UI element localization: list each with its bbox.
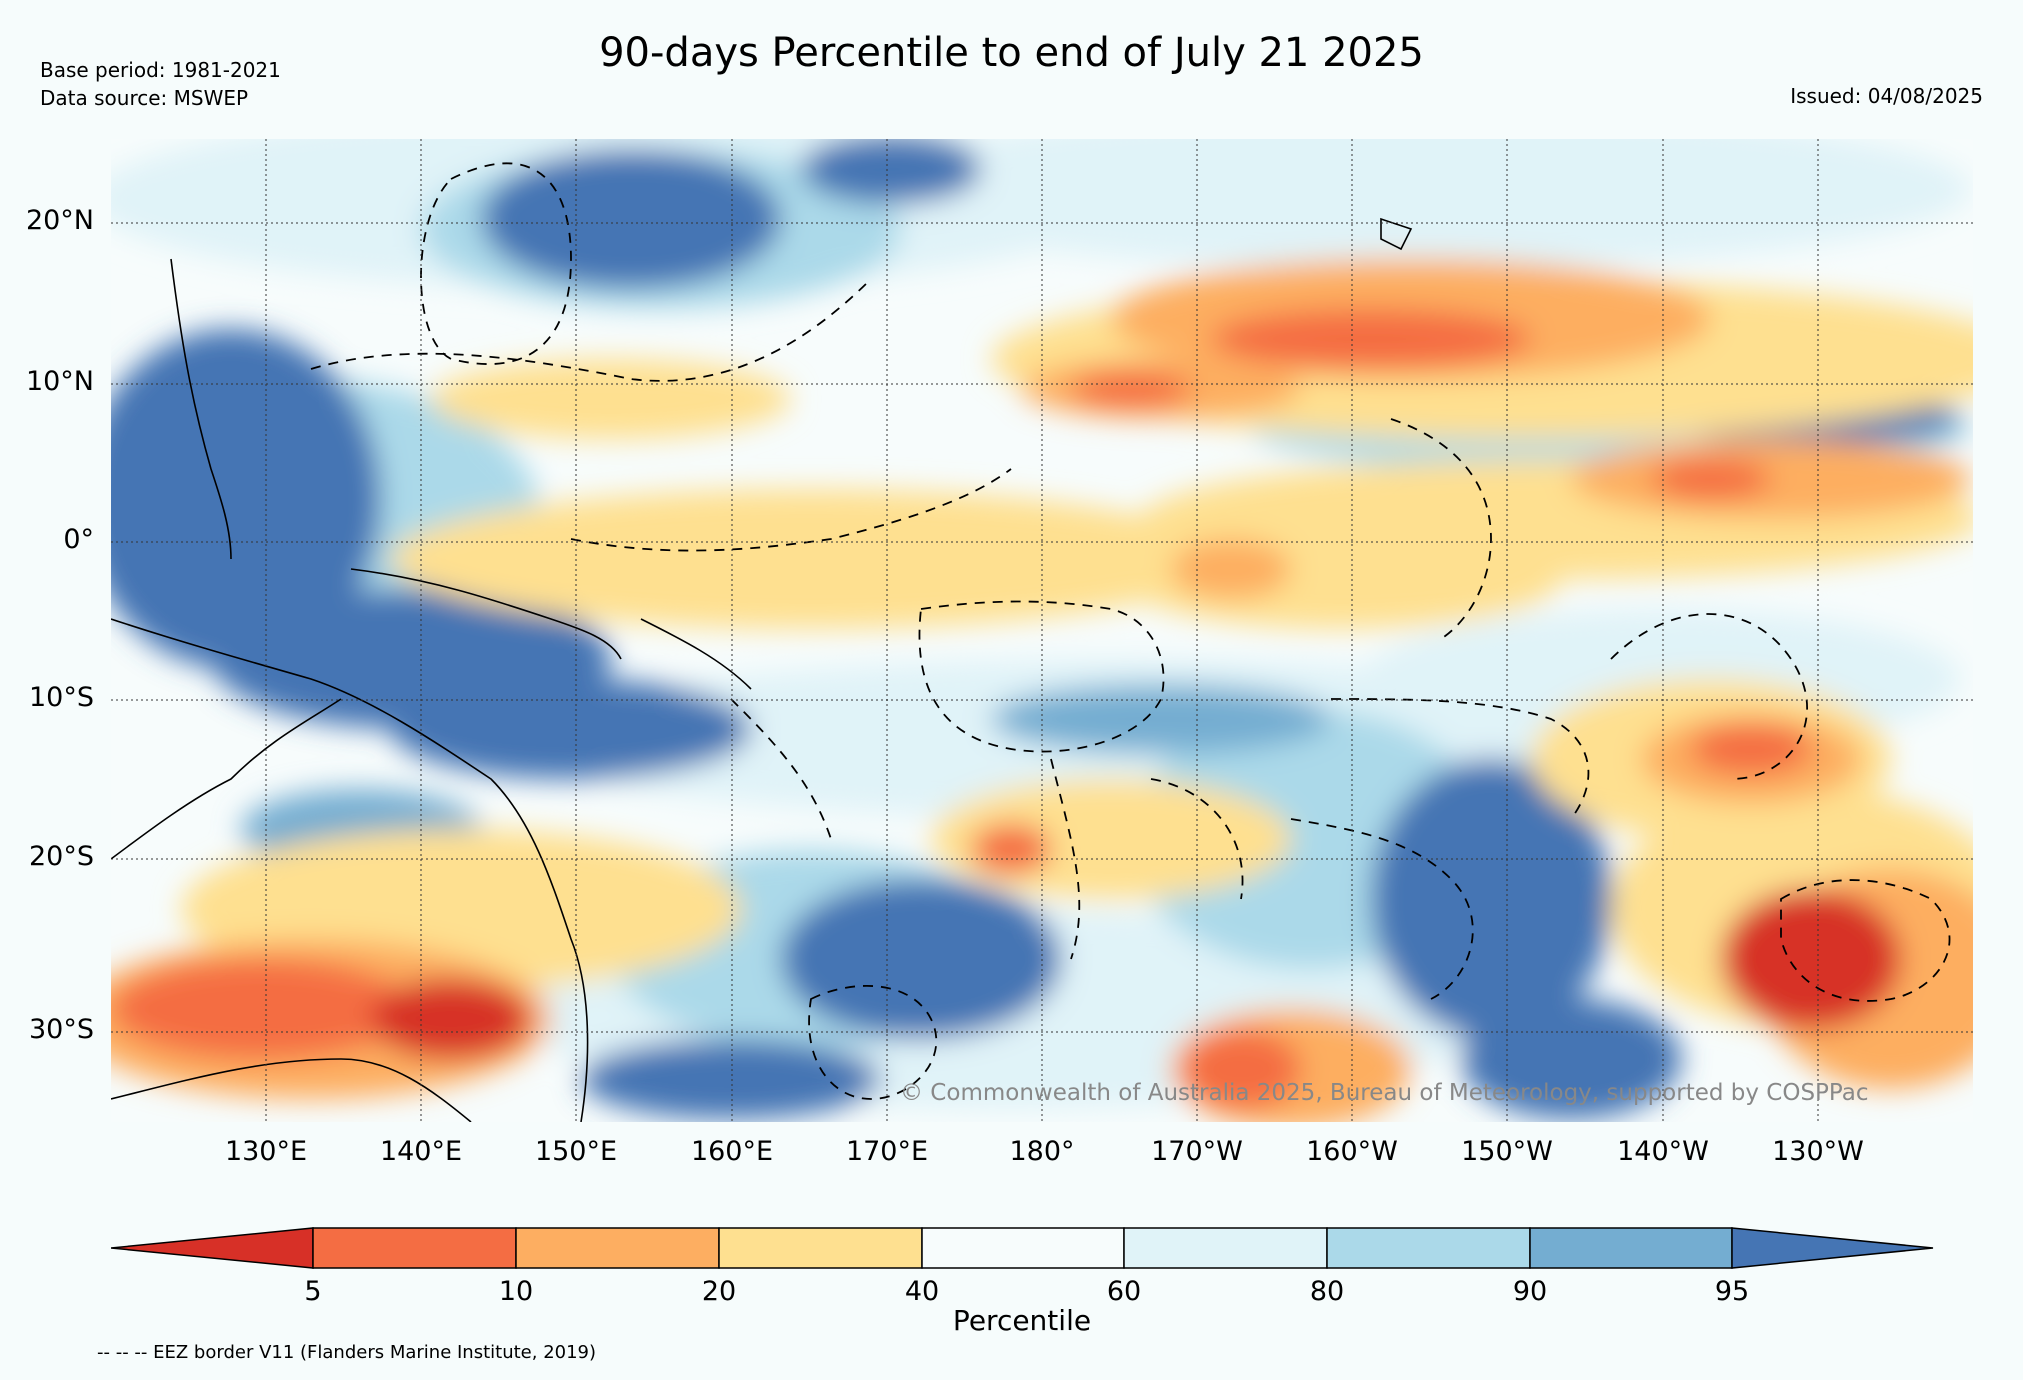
- colorbar-tick-20: 20: [701, 1276, 737, 1307]
- eez-footnote: -- -- -- EEZ border V11 (Flanders Marine…: [97, 1342, 597, 1363]
- issued-date: Issued: 04/08/2025: [1790, 84, 1983, 108]
- copyright-notice: © Commonwealth of Australia 2025, Bureau…: [900, 1080, 1869, 1106]
- lon-label-150e: 150°E: [534, 1136, 618, 1167]
- lat-label-10s: 10°S: [29, 682, 94, 713]
- colorbar-bin-90-95: [1529, 1227, 1733, 1269]
- percentile-map: [111, 139, 1973, 1122]
- data-source: Data source: MSWEP: [40, 86, 249, 110]
- colorbar-bin-20-40: [718, 1227, 923, 1269]
- colorbar-bin-10-20: [515, 1227, 720, 1269]
- lon-label-130w: 130°W: [1772, 1136, 1864, 1167]
- colorbar-title: Percentile: [952, 1304, 1092, 1337]
- base-period: Base period: 1981-2021: [40, 58, 281, 82]
- lat-label-20n: 20°N: [25, 205, 94, 236]
- colorbar-bin-60-80: [1123, 1227, 1328, 1269]
- lon-label-150w: 150°W: [1461, 1136, 1553, 1167]
- map-title: 90-days Percentile to end of July 21 202…: [599, 30, 1424, 76]
- colorbar-extend-low: [110, 1227, 314, 1269]
- lat-label-10n: 10°N: [25, 366, 94, 397]
- lon-label-140w: 140°W: [1617, 1136, 1709, 1167]
- map-metadata: Base period: 1981-2021 Data source: MSWE…: [40, 56, 281, 112]
- colorbar-svg: [110, 1227, 1934, 1269]
- graticule: [111, 139, 1973, 1122]
- colorbar-bin-40-60: [921, 1227, 1125, 1269]
- colorbar-bin-80-90: [1326, 1227, 1531, 1269]
- lon-label-170e: 170°E: [845, 1136, 929, 1167]
- lat-label-30s: 30°S: [29, 1014, 94, 1045]
- colorbar-tick-5: 5: [304, 1276, 322, 1307]
- coastlines: [111, 217, 1413, 1122]
- lon-label-130e: 130°E: [224, 1136, 308, 1167]
- lat-label-20s: 20°S: [29, 841, 94, 872]
- lon-label-160e: 160°E: [690, 1136, 774, 1167]
- map-canvas: [111, 139, 1973, 1122]
- colorbar-tick-40: 40: [904, 1276, 940, 1307]
- precipitation-anomaly-field: [111, 139, 1973, 1122]
- colorbar-tick-90: 90: [1512, 1276, 1548, 1307]
- colorbar-extend-high: [1731, 1227, 1934, 1269]
- colorbar: [110, 1226, 1935, 1274]
- lon-label-180: 180°: [1009, 1136, 1075, 1167]
- colorbar-tick-80: 80: [1309, 1276, 1345, 1307]
- eez-borders: [310, 162, 1951, 1100]
- colorbar-tick-60: 60: [1106, 1276, 1142, 1307]
- colorbar-tick-10: 10: [498, 1276, 534, 1307]
- lat-label-equator: 0°: [63, 524, 94, 555]
- lon-label-170w: 170°W: [1151, 1136, 1243, 1167]
- lon-label-160w: 160°W: [1306, 1136, 1398, 1167]
- colorbar-tick-95: 95: [1714, 1276, 1750, 1307]
- lon-label-140e: 140°E: [379, 1136, 463, 1167]
- colorbar-bin-5-10: [312, 1227, 517, 1269]
